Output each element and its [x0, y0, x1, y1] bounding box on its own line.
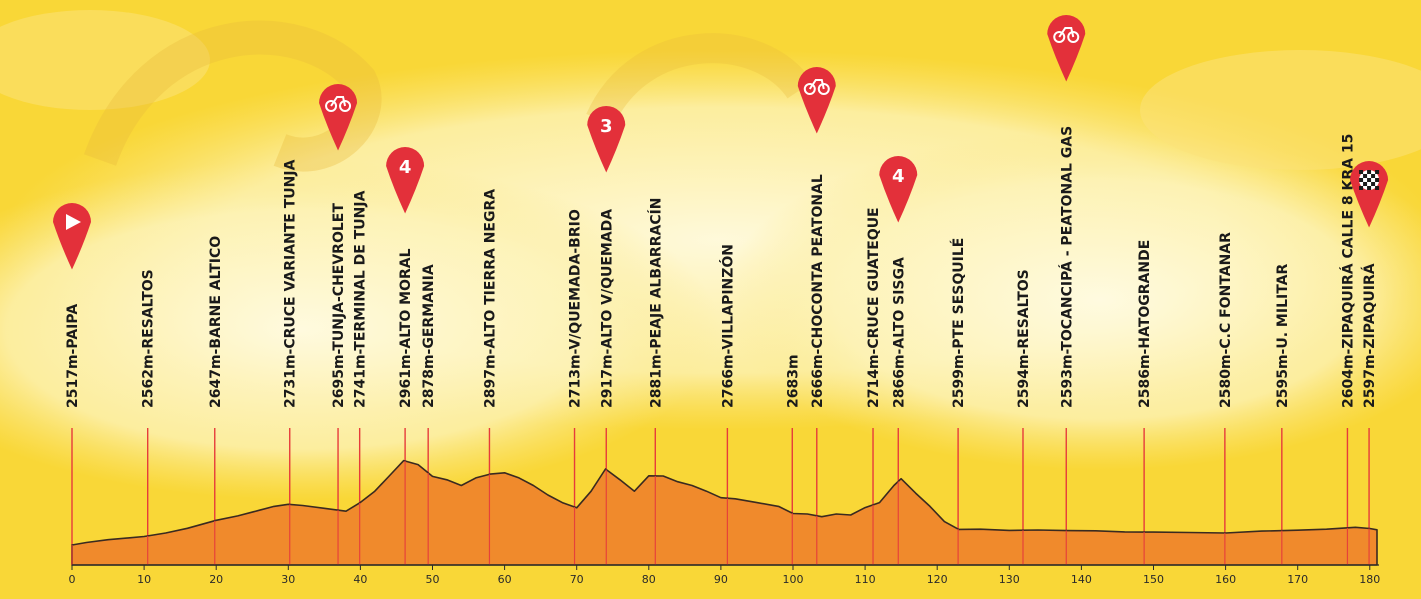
- x-tick-label-0: 0: [69, 573, 76, 586]
- climb-category-label-3: 3: [600, 116, 613, 137]
- pin-sprint-1: [319, 84, 358, 151]
- bike-icon: [325, 96, 352, 112]
- pin-sprint-4: [797, 67, 836, 134]
- pin-shape-5: [879, 156, 918, 223]
- pin-shape-2: [386, 147, 425, 214]
- waypoint-label-18: 2594m-RESALTOS: [1016, 269, 1032, 408]
- waypoint-label-13: 2683m: [785, 354, 801, 408]
- x-tick-label-2: 20: [209, 573, 223, 586]
- waypoint-label-22: 2595m-U. MILITAR: [1275, 264, 1291, 408]
- x-tick-label-6: 60: [498, 573, 512, 586]
- pin-start-0: [53, 202, 91, 270]
- waypoint-label-4: 2695m-TUNJA-CHEVROLET: [331, 203, 347, 408]
- stage-pins: 4 3 4: [53, 14, 1389, 270]
- waypoint-label-7: 2878m-GERMANIA: [421, 264, 437, 408]
- x-tick-label-13: 130: [999, 573, 1020, 586]
- waypoint-label-19: 2593m-TOCANCIPÁ - PEATONAL GAS: [1058, 126, 1075, 408]
- pin-climb-2: 4: [386, 147, 425, 214]
- waypoint-label-11: 2881m-PEAJE ALBARRACÍN: [647, 197, 664, 408]
- pin-climb-3: 3: [587, 105, 626, 173]
- waypoint-label-2: 2647m-BARNE ALTICO: [208, 236, 224, 408]
- elevation-area: [71, 459, 1378, 566]
- pin-shape-3: [587, 105, 626, 173]
- play-icon: [66, 214, 81, 230]
- waypoint-label-15: 2714m-CRUCE GUATEQUE: [866, 207, 882, 408]
- x-tick-label-12: 120: [927, 573, 948, 586]
- x-tick-label-14: 140: [1071, 573, 1092, 586]
- elevation-profile: [71, 459, 1378, 566]
- x-tick-label-8: 80: [642, 573, 656, 586]
- waypoint-label-9: 2713m-V/QUEMADA-BRIO: [568, 209, 584, 408]
- waypoint-label-20: 2586m-HATOGRANDE: [1137, 240, 1153, 408]
- pin-finish-7: [1350, 161, 1389, 228]
- x-tick-label-18: 180: [1359, 573, 1380, 586]
- waypoint-label-24: 2597m-ZIPAQUIRÁ: [1361, 263, 1378, 408]
- pin-sprint-6: [1047, 14, 1086, 82]
- waypoint-label-16: 2866m-ALTO SISGA: [891, 257, 907, 408]
- waypoint-label-8: 2897m-ALTO TIERRA NEGRA: [482, 189, 498, 408]
- bike-icon: [1053, 27, 1080, 43]
- pin-climb-5: 4: [879, 156, 918, 223]
- waypoint-label-10: 2917m-ALTO V/QUEMADA: [599, 209, 615, 408]
- x-tick-label-10: 100: [782, 573, 803, 586]
- waypoint-label-17: 2599m-PTE SESQUILÉ: [950, 238, 967, 408]
- waypoint-label-5: 2741m-TERMINAL DE TUNJA: [353, 190, 369, 408]
- waypoint-labels: 2517m-PAIPA 2562m-RESALTOS 2647m-BARNE ALT…: [65, 126, 1378, 408]
- waypoint-label-1: 2562m-RESALTOS: [141, 269, 157, 408]
- waypoint-label-14: 2666m-CHOCONTA PEATONAL: [810, 174, 826, 408]
- x-tick-label-3: 30: [281, 573, 295, 586]
- pin-shape-0: [53, 202, 91, 270]
- x-tick-label-4: 40: [353, 573, 367, 586]
- x-tick-label-5: 50: [425, 573, 439, 586]
- waypoint-label-3: 2731m-CRUCE VARIANTE TUNJA: [283, 159, 299, 408]
- x-tick-label-9: 90: [714, 573, 728, 586]
- waypoint-label-12: 2766m-VILLAPINZÓN: [718, 244, 736, 408]
- climb-category-label-5: 4: [892, 166, 905, 187]
- x-tick-label-15: 150: [1143, 573, 1164, 586]
- bike-icon: [803, 79, 830, 95]
- waypoint-label-0: 2517m-PAIPA: [65, 304, 81, 408]
- x-tick-label-7: 70: [570, 573, 584, 586]
- x-tick-label-16: 160: [1215, 573, 1236, 586]
- x-tick-label-17: 170: [1287, 573, 1308, 586]
- x-tick-label-1: 10: [137, 573, 151, 586]
- waypoint-label-21: 2580m-C.C FONTANAR: [1218, 232, 1234, 408]
- checkered-flag-icon: [1359, 170, 1380, 190]
- waypoint-label-6: 2961m-ALTO MORAL: [398, 248, 414, 408]
- x-axis: 0 10 20 30 40 50 60 70 80 90 100 110 120 130 140 150 160…: [69, 564, 1380, 586]
- waypoint-label-23: 2604m-ZIPAQUIRÁ CALLE 8 KRA 15: [1339, 134, 1356, 408]
- x-tick-label-11: 110: [855, 573, 876, 586]
- climb-category-label-2: 4: [399, 157, 412, 178]
